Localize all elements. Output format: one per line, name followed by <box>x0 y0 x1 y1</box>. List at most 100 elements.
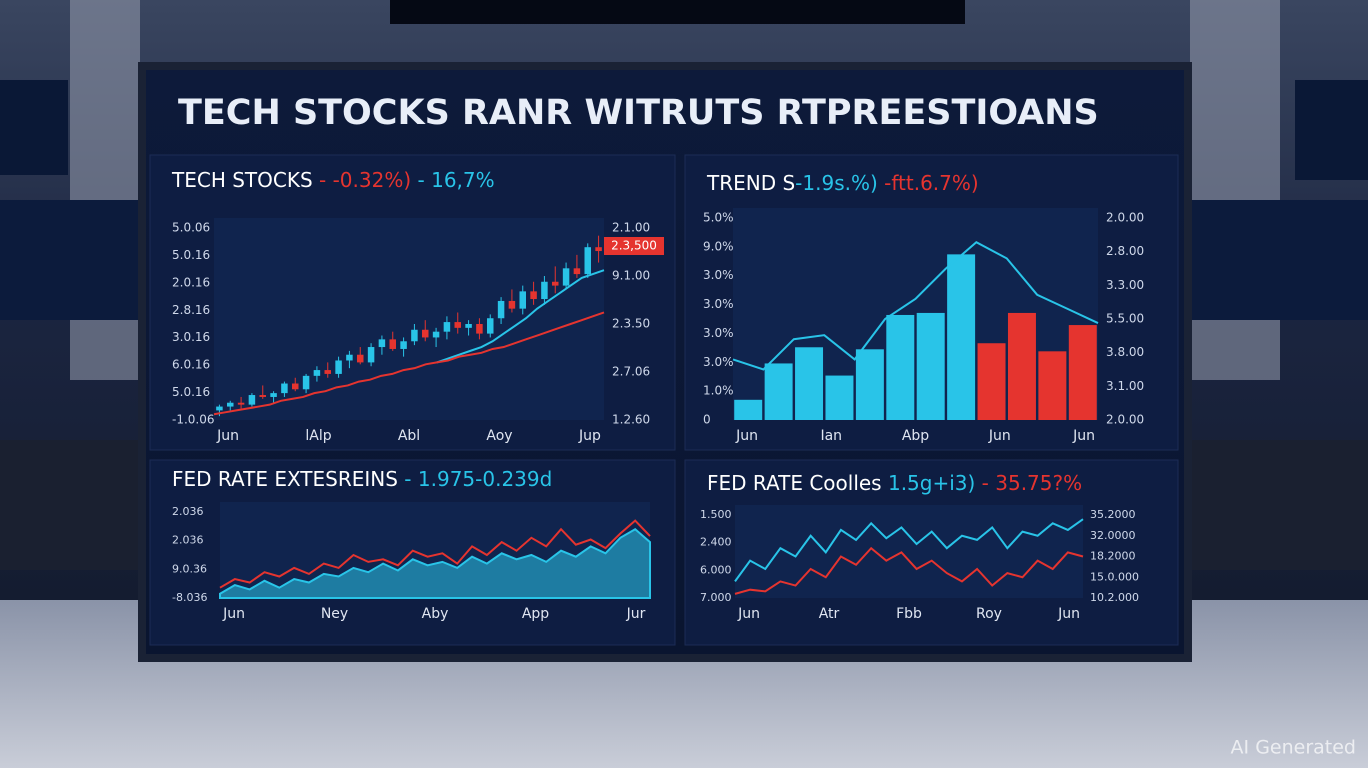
desk <box>1192 440 1368 570</box>
chart-panel: FED RATE Coolles 1.5g+i3) - 35.75?% 1.500… <box>684 459 1179 646</box>
y-label: 3.0% <box>703 297 734 311</box>
candle-body <box>292 383 299 390</box>
x-label: Ney <box>321 606 348 622</box>
plot-bg <box>733 208 1098 420</box>
side-monitor <box>0 200 138 320</box>
candle-body <box>519 291 526 309</box>
y2-label: 18.2000 <box>1090 550 1136 563</box>
title-part: FED RATE Coolles <box>707 471 882 495</box>
bar <box>1068 325 1097 420</box>
y2-label: 2.8.00 <box>1106 244 1144 258</box>
candle-body <box>237 402 245 405</box>
y-label: 3.0% <box>703 355 734 369</box>
x-label: Jun <box>1057 606 1080 622</box>
y-label: 6.000 <box>700 563 732 576</box>
candle-body <box>422 329 429 338</box>
candle-body <box>346 354 353 361</box>
chart-panel: TREND S-1.9s.%) -ftt.6.7%) 5.0% 9.0% 3.0% 3.… <box>684 154 1179 451</box>
plot-bg <box>735 505 1083 598</box>
y-label: -8.036 <box>172 591 207 604</box>
bar <box>1007 312 1036 420</box>
chart-panel: FED RATE EXTESREINS - 1.975-0.239d 2.036 2… <box>149 459 676 646</box>
side-monitor <box>1192 200 1368 320</box>
side-monitor <box>0 80 68 175</box>
candle-body <box>281 383 288 394</box>
x-label: lAlp <box>305 428 331 444</box>
y-label: 2.0.16 <box>172 275 210 289</box>
bar <box>1038 351 1067 420</box>
panel-title: TREND S-1.9s.%) -ftt.6.7%) <box>706 171 979 195</box>
x-label: Jun <box>737 606 760 622</box>
y2-label: 35.2000 <box>1090 508 1136 521</box>
candle-body <box>324 370 331 374</box>
x-label: Jun <box>216 428 239 444</box>
title-part: TREND S <box>706 171 795 195</box>
y2-label: 2.1.00 <box>612 221 650 235</box>
x-label: Ian <box>820 428 842 444</box>
title-part: - 1.975-0.239d <box>398 467 552 491</box>
price-badge-text: 2.3,500 <box>611 239 657 253</box>
y2-label: 15.0.000 <box>1090 570 1139 583</box>
candle-body <box>411 329 418 342</box>
y2-label: 3.8.00 <box>1106 345 1144 359</box>
panel-title: FED RATE Coolles 1.5g+i3) - 35.75?% <box>707 471 1082 495</box>
price-badge <box>604 237 664 255</box>
y-label: 9.0% <box>703 239 734 253</box>
y-label: 5.0% <box>703 211 734 225</box>
line <box>732 241 1099 371</box>
panel-title: FED RATE EXTESREINS - 1.975-0.239d <box>172 467 552 491</box>
y-label: 2.8.16 <box>172 303 210 317</box>
y-label: 2.400 <box>700 536 732 549</box>
plot-bg <box>214 218 604 420</box>
y2-label: 3.3.00 <box>1106 278 1144 292</box>
candle-body <box>400 341 407 349</box>
x-label: Jun <box>222 606 245 622</box>
candle-body <box>541 281 548 300</box>
bar <box>825 375 854 420</box>
x-label: Abl <box>398 428 420 444</box>
candle-body <box>248 395 256 405</box>
y2-label: 2.0.00 <box>1106 413 1144 427</box>
candle-body <box>270 393 277 397</box>
y-label: 5.0.16 <box>172 385 210 399</box>
line <box>436 269 605 364</box>
y-label: 2.036 <box>172 505 204 518</box>
bar <box>764 363 793 420</box>
line <box>734 546 1084 595</box>
x-label: Jun <box>735 428 758 444</box>
candle-body <box>454 322 461 328</box>
candle-body <box>357 354 364 363</box>
y-label: 2.036 <box>172 534 204 547</box>
candle-body <box>378 339 386 348</box>
title-part: TECH STOCKS <box>171 168 313 192</box>
line <box>734 518 1084 582</box>
candle-body <box>552 281 559 286</box>
y2-label: 2.7.06 <box>612 365 650 379</box>
candle-body <box>497 300 505 319</box>
y2-label: 32.0000 <box>1090 529 1136 542</box>
title-part: -1.9s.%) <box>795 171 878 195</box>
candle-body <box>432 331 440 338</box>
bar <box>734 399 763 420</box>
x-label: Atr <box>819 606 840 622</box>
candle-body <box>508 300 516 309</box>
candle-body <box>227 402 234 407</box>
area <box>219 527 651 599</box>
candle-body <box>302 375 310 390</box>
y-label: 6.0.16 <box>172 358 210 372</box>
candle-body <box>573 268 581 275</box>
panel-title: TECH STOCKS - -0.32%) - 16,7% <box>171 168 495 192</box>
y-label: 1.500 <box>700 508 732 521</box>
bar <box>977 343 1006 420</box>
candle-body <box>530 291 537 300</box>
line <box>213 311 605 416</box>
y-label: 5.0.06 <box>172 221 210 235</box>
x-label: Roy <box>976 606 1002 622</box>
side-monitor <box>1295 80 1368 180</box>
y2-label: 1.2.60 <box>612 413 650 427</box>
title-part: - 16,7% <box>411 168 494 192</box>
y-label: 3.0% <box>703 326 734 340</box>
candle-body <box>389 339 396 349</box>
x-label: Jun <box>988 428 1011 444</box>
